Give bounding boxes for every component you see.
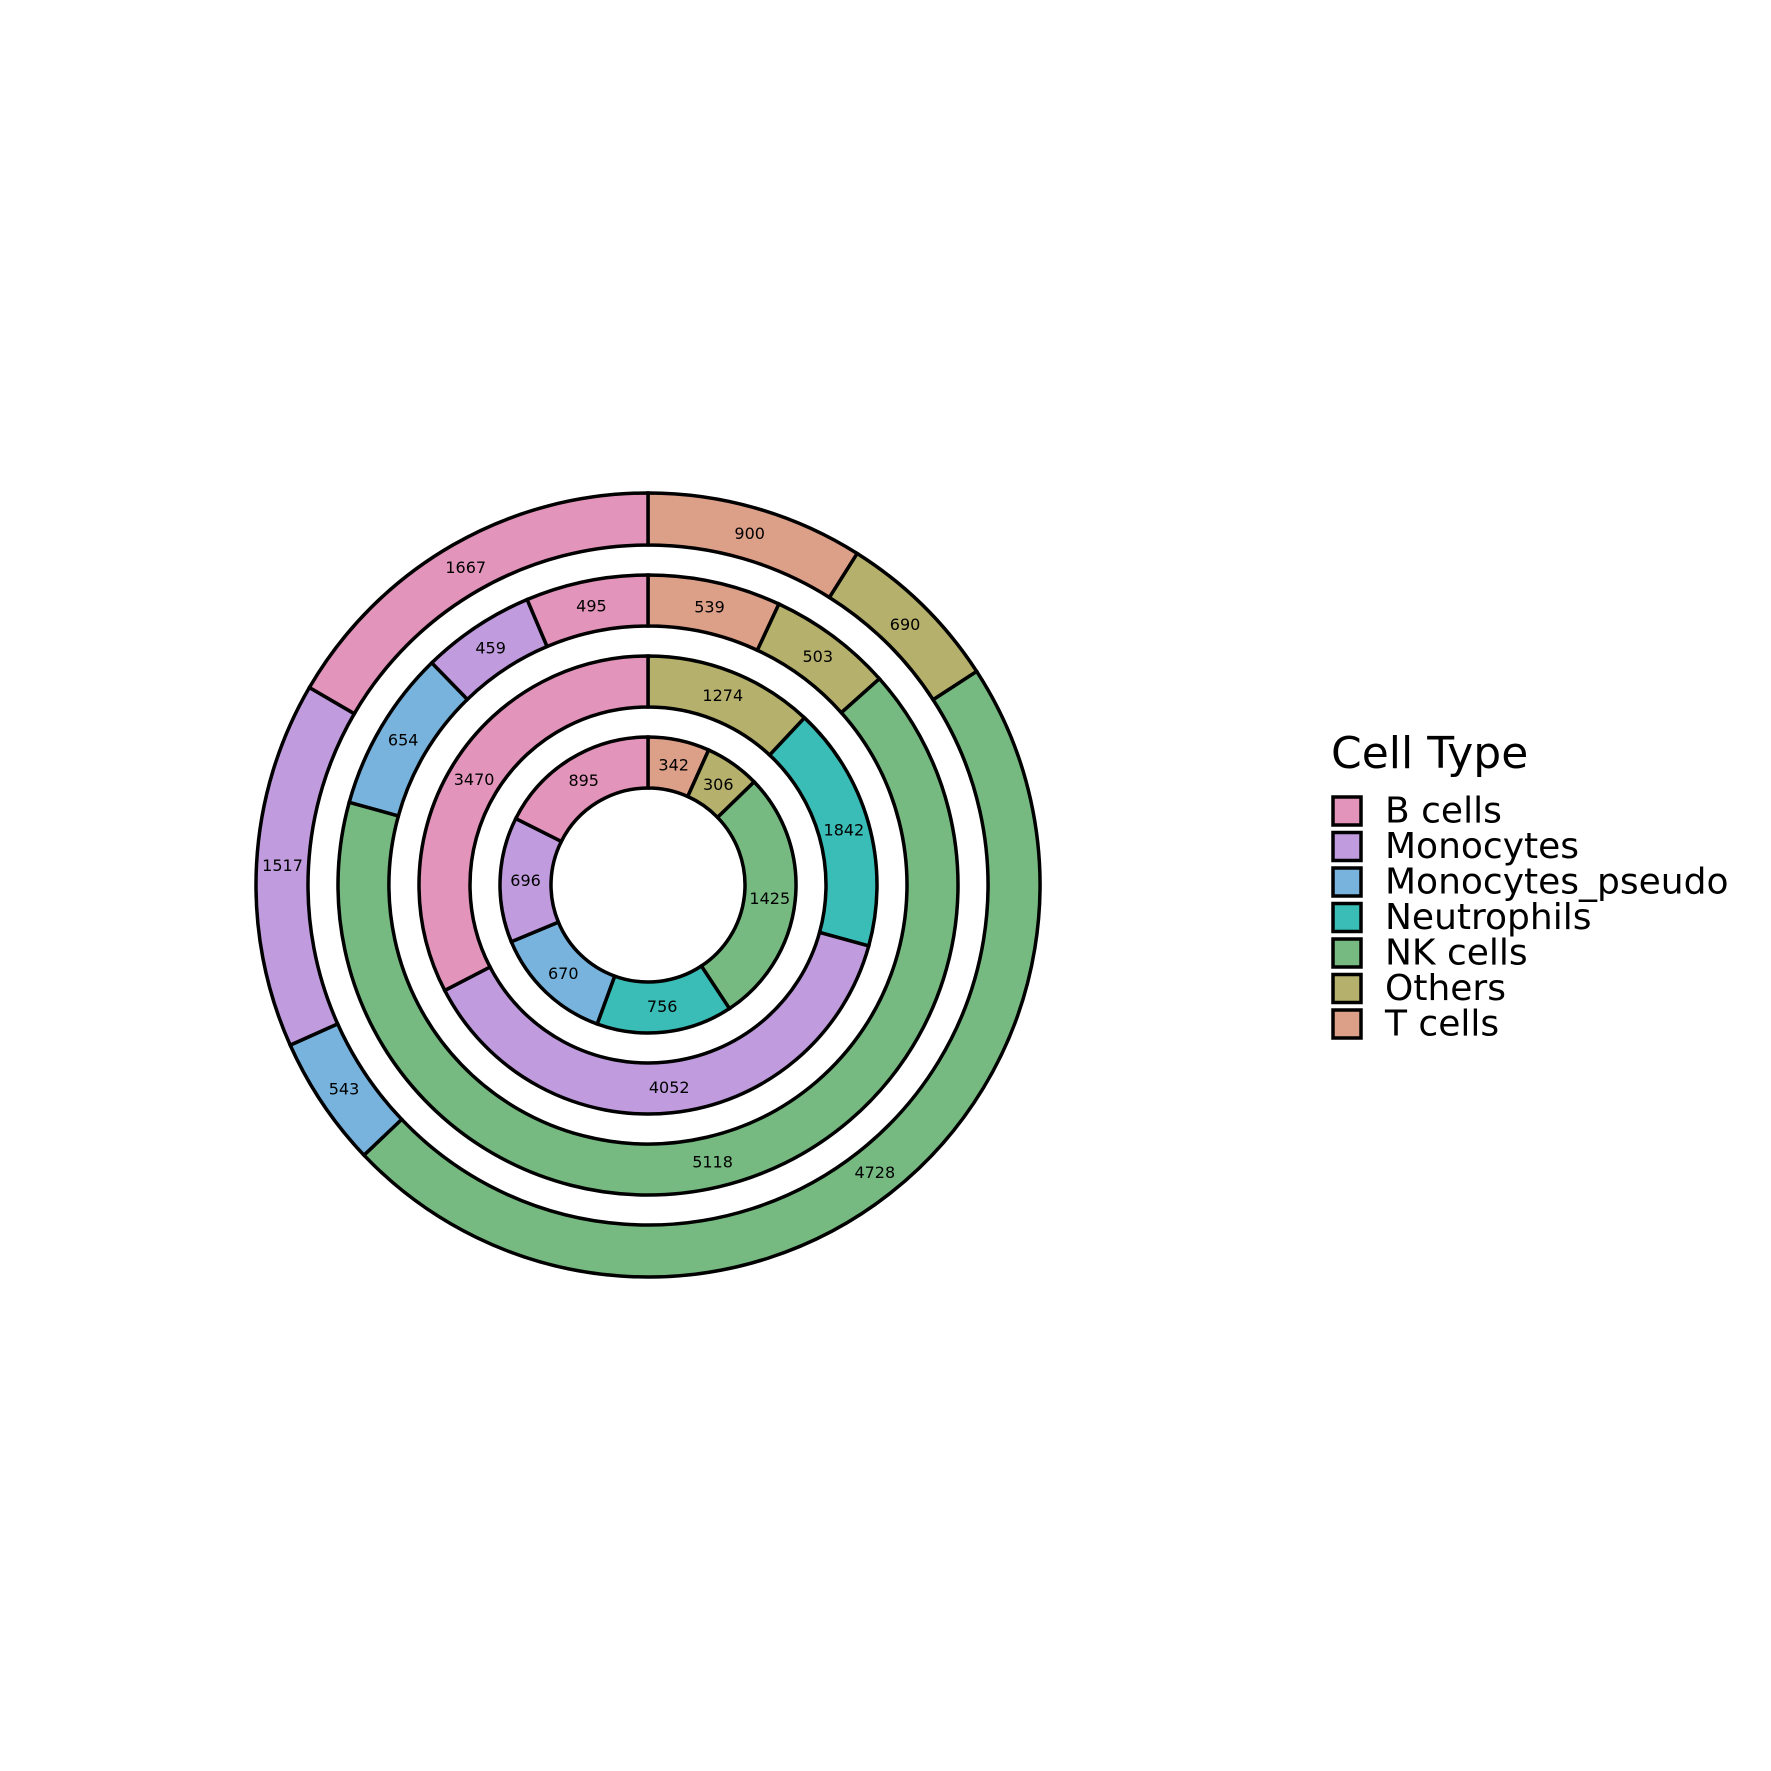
ring-3-label-t-cells: 539 bbox=[694, 598, 725, 617]
legend-swatch-monocytes bbox=[1331, 830, 1363, 863]
legend-swatch-neutrophils bbox=[1331, 901, 1363, 934]
ring-3-label-monocytes: 459 bbox=[475, 638, 506, 657]
legend-title: Cell Type bbox=[1331, 728, 1528, 779]
ring-1-label-monocytes-pseudo: 670 bbox=[548, 964, 579, 983]
legend-swatch-t-cells bbox=[1331, 1008, 1363, 1040]
donut-rings: 342 306 1425 756 670 696 895 1274 1842 4052 3470 53… bbox=[254, 491, 1042, 1279]
ring-4-label-t-cells: 900 bbox=[734, 524, 765, 543]
legend-label-nk-cells: NK cells bbox=[1385, 933, 1528, 974]
legend: Cell Type B cellsMonocytesMonocytes_pseu… bbox=[1331, 728, 1729, 1045]
ring-1-label-nk-cells: 1425 bbox=[749, 889, 790, 908]
ring-3-label-b-cells: 495 bbox=[576, 597, 607, 616]
ring-3-label-monocytes-pseudo: 654 bbox=[388, 731, 419, 750]
ring-2-segment-monocytes bbox=[442, 930, 871, 1116]
legend-swatch-nk-cells bbox=[1331, 937, 1363, 969]
legend-swatch-b-cells bbox=[1331, 795, 1363, 827]
ring-3-segment-b-cells bbox=[524, 573, 650, 649]
ring-1-label-neutrophils: 756 bbox=[647, 997, 678, 1016]
legend-label-others: Others bbox=[1385, 968, 1506, 1009]
ring-2-label-others: 1274 bbox=[702, 686, 743, 705]
legend-label-monocytes: Monocytes bbox=[1385, 826, 1579, 867]
ring-1-segment-nk-cells bbox=[698, 779, 798, 1012]
legend-label-monocytes-pseudo: Monocytes_pseudo bbox=[1385, 862, 1729, 903]
legend-label-t-cells: T cells bbox=[1384, 1004, 1499, 1045]
ring-1-label-monocytes: 696 bbox=[510, 871, 541, 890]
ring-4-label-others: 690 bbox=[890, 615, 921, 634]
ring-1-label-t-cells: 342 bbox=[658, 756, 689, 775]
ring-4-segment-nk-cells bbox=[361, 668, 1042, 1279]
legend-label-neutrophils: Neutrophils bbox=[1385, 897, 1591, 938]
ring-4-segment-b-cells bbox=[307, 491, 650, 717]
ring-4-label-b-cells: 1667 bbox=[445, 558, 486, 577]
ring-2-label-neutrophils: 1842 bbox=[824, 820, 865, 839]
ring-2-segment-b-cells bbox=[417, 654, 650, 993]
ring-3-segment-nk-cells bbox=[336, 676, 960, 1197]
ring-1-label-b-cells: 895 bbox=[568, 771, 599, 790]
ring-3-label-others: 503 bbox=[802, 647, 833, 666]
ring-2-label-monocytes: 4052 bbox=[649, 1078, 690, 1097]
legend-swatch-monocytes-pseudo bbox=[1331, 866, 1363, 898]
ring-4-label-monocytes: 1517 bbox=[262, 856, 303, 875]
legend-swatch-others bbox=[1331, 972, 1363, 1005]
ring-4-label-nk-cells: 4728 bbox=[854, 1163, 895, 1182]
ring-1-segment-b-cells bbox=[513, 735, 650, 844]
legend-label-b-cells: B cells bbox=[1385, 791, 1502, 832]
ring-1-label-others: 306 bbox=[703, 775, 734, 794]
ring-2-label-b-cells: 3470 bbox=[454, 770, 495, 789]
ring-4-label-monocytes-pseudo: 543 bbox=[329, 1079, 360, 1098]
ring-3-label-nk-cells: 5118 bbox=[692, 1153, 733, 1172]
